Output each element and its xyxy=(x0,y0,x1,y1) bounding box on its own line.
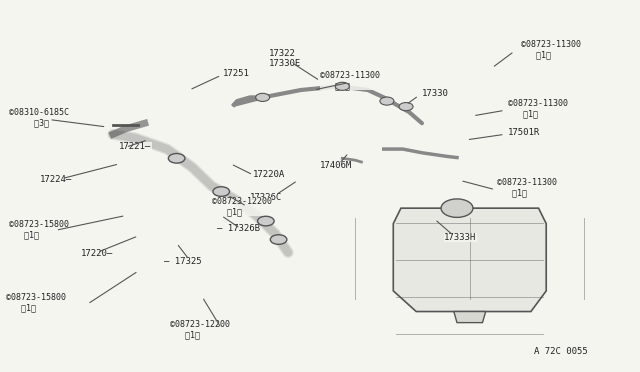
Text: ©08723-12200
   （1）: ©08723-12200 （1） xyxy=(212,197,271,216)
Text: — 17325: — 17325 xyxy=(164,257,202,266)
Text: A 72C 0055: A 72C 0055 xyxy=(534,347,588,356)
Circle shape xyxy=(257,216,274,226)
Text: 17501R: 17501R xyxy=(508,128,540,137)
Text: 17220—: 17220— xyxy=(81,250,113,259)
Circle shape xyxy=(213,187,230,196)
Text: 17220A: 17220A xyxy=(253,170,285,179)
Text: 17326C: 17326C xyxy=(250,193,282,202)
Text: ©08723-12200
   （1）: ©08723-12200 （1） xyxy=(170,320,230,339)
Circle shape xyxy=(380,97,394,105)
Circle shape xyxy=(399,103,413,111)
Text: — 17326B: — 17326B xyxy=(217,224,260,233)
Circle shape xyxy=(270,235,287,244)
Text: 17333H: 17333H xyxy=(444,233,477,242)
Text: 17322
17330E: 17322 17330E xyxy=(269,49,301,68)
Text: 17224—: 17224— xyxy=(40,175,72,184)
Text: 17221—: 17221— xyxy=(119,142,152,151)
Polygon shape xyxy=(394,208,546,311)
Polygon shape xyxy=(454,311,486,323)
Text: ©08723-11300
   （1）: ©08723-11300 （1） xyxy=(508,99,568,118)
Text: ©08310-6185C
     （3）: ©08310-6185C （3） xyxy=(9,108,69,127)
Text: ©08723-11300
   （1）: ©08723-11300 （1） xyxy=(320,71,380,90)
Text: 17251: 17251 xyxy=(223,69,250,78)
Text: 17330: 17330 xyxy=(422,89,449,98)
Text: ©08723-11300
   （1）: ©08723-11300 （1） xyxy=(497,178,557,198)
Circle shape xyxy=(168,154,185,163)
Text: ©08723-15800
   （1）: ©08723-15800 （1） xyxy=(6,294,67,313)
Circle shape xyxy=(255,93,269,102)
Circle shape xyxy=(441,199,473,217)
Text: ©08723-11300
   （1）: ©08723-11300 （1） xyxy=(521,40,580,59)
Text: 17406M: 17406M xyxy=(320,161,352,170)
Text: ©08723-15800
   （1）: ©08723-15800 （1） xyxy=(9,220,69,239)
Circle shape xyxy=(335,82,349,90)
